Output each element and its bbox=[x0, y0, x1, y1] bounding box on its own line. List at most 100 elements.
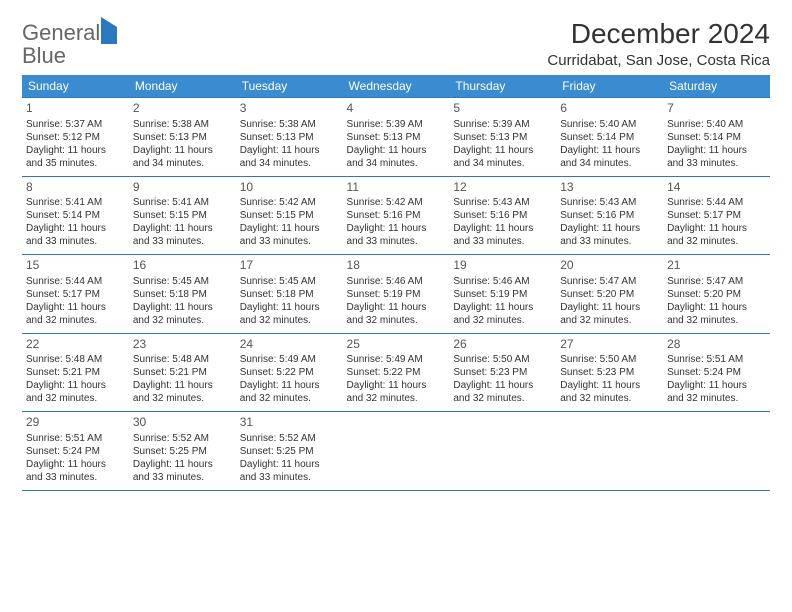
day-number: 15 bbox=[26, 258, 125, 274]
sunset-text: Sunset: 5:22 PM bbox=[347, 366, 446, 379]
day-number: 7 bbox=[667, 101, 766, 117]
daylight-text: Daylight: 11 hours bbox=[560, 301, 659, 314]
calendar-day-cell: 29Sunrise: 5:51 AMSunset: 5:24 PMDayligh… bbox=[22, 412, 129, 491]
daylight-text: and 32 minutes. bbox=[347, 314, 446, 327]
daylight-text: Daylight: 11 hours bbox=[240, 144, 339, 157]
daylight-text: Daylight: 11 hours bbox=[347, 301, 446, 314]
sunset-text: Sunset: 5:20 PM bbox=[667, 288, 766, 301]
daylight-text: Daylight: 11 hours bbox=[560, 144, 659, 157]
sunset-text: Sunset: 5:24 PM bbox=[667, 366, 766, 379]
daylight-text: and 32 minutes. bbox=[133, 392, 232, 405]
daylight-text: and 32 minutes. bbox=[26, 314, 125, 327]
calendar-empty-cell bbox=[663, 412, 770, 491]
daylight-text: and 32 minutes. bbox=[453, 314, 552, 327]
day-number: 21 bbox=[667, 258, 766, 274]
daylight-text: and 32 minutes. bbox=[667, 235, 766, 248]
location-text: Curridabat, San Jose, Costa Rica bbox=[547, 52, 770, 69]
weekday-header: Sunday bbox=[22, 75, 129, 98]
weekday-header: Friday bbox=[556, 75, 663, 98]
logo-text-block: General Blue bbox=[22, 22, 117, 68]
daylight-text: and 34 minutes. bbox=[133, 157, 232, 170]
logo: General Blue bbox=[22, 18, 117, 68]
day-number: 19 bbox=[453, 258, 552, 274]
calendar-day-cell: 16Sunrise: 5:45 AMSunset: 5:18 PMDayligh… bbox=[129, 255, 236, 334]
daylight-text: Daylight: 11 hours bbox=[133, 458, 232, 471]
sunset-text: Sunset: 5:24 PM bbox=[26, 445, 125, 458]
daylight-text: Daylight: 11 hours bbox=[26, 222, 125, 235]
daylight-text: Daylight: 11 hours bbox=[240, 379, 339, 392]
sunset-text: Sunset: 5:14 PM bbox=[667, 131, 766, 144]
calendar-week-row: 22Sunrise: 5:48 AMSunset: 5:21 PMDayligh… bbox=[22, 333, 770, 412]
sunrise-text: Sunrise: 5:43 AM bbox=[453, 196, 552, 209]
day-number: 29 bbox=[26, 415, 125, 431]
sunset-text: Sunset: 5:19 PM bbox=[347, 288, 446, 301]
sunset-text: Sunset: 5:12 PM bbox=[26, 131, 125, 144]
daylight-text: and 32 minutes. bbox=[133, 314, 232, 327]
weekday-header: Wednesday bbox=[343, 75, 450, 98]
daylight-text: Daylight: 11 hours bbox=[453, 379, 552, 392]
day-number: 4 bbox=[347, 101, 446, 117]
sunset-text: Sunset: 5:20 PM bbox=[560, 288, 659, 301]
daylight-text: Daylight: 11 hours bbox=[240, 222, 339, 235]
day-number: 31 bbox=[240, 415, 339, 431]
daylight-text: and 32 minutes. bbox=[240, 392, 339, 405]
calendar-day-cell: 19Sunrise: 5:46 AMSunset: 5:19 PMDayligh… bbox=[449, 255, 556, 334]
calendar-week-row: 1Sunrise: 5:37 AMSunset: 5:12 PMDaylight… bbox=[22, 98, 770, 177]
daylight-text: Daylight: 11 hours bbox=[26, 301, 125, 314]
sunrise-text: Sunrise: 5:43 AM bbox=[560, 196, 659, 209]
sunset-text: Sunset: 5:15 PM bbox=[133, 209, 232, 222]
daylight-text: and 32 minutes. bbox=[453, 392, 552, 405]
logo-word1: General bbox=[22, 20, 100, 45]
calendar-empty-cell bbox=[343, 412, 450, 491]
daylight-text: and 34 minutes. bbox=[240, 157, 339, 170]
day-number: 14 bbox=[667, 180, 766, 196]
daylight-text: and 32 minutes. bbox=[560, 392, 659, 405]
sunset-text: Sunset: 5:23 PM bbox=[560, 366, 659, 379]
daylight-text: and 32 minutes. bbox=[560, 314, 659, 327]
day-number: 25 bbox=[347, 337, 446, 353]
day-number: 24 bbox=[240, 337, 339, 353]
sunrise-text: Sunrise: 5:41 AM bbox=[133, 196, 232, 209]
logo-triangle-icon bbox=[101, 17, 117, 44]
sunrise-text: Sunrise: 5:42 AM bbox=[347, 196, 446, 209]
weekday-header: Thursday bbox=[449, 75, 556, 98]
calendar-day-cell: 27Sunrise: 5:50 AMSunset: 5:23 PMDayligh… bbox=[556, 333, 663, 412]
daylight-text: Daylight: 11 hours bbox=[453, 144, 552, 157]
calendar-day-cell: 12Sunrise: 5:43 AMSunset: 5:16 PMDayligh… bbox=[449, 176, 556, 255]
day-number: 27 bbox=[560, 337, 659, 353]
weekday-header: Tuesday bbox=[236, 75, 343, 98]
title-block: December 2024 Curridabat, San Jose, Cost… bbox=[547, 18, 770, 69]
daylight-text: Daylight: 11 hours bbox=[240, 301, 339, 314]
sunset-text: Sunset: 5:13 PM bbox=[347, 131, 446, 144]
calendar-week-row: 15Sunrise: 5:44 AMSunset: 5:17 PMDayligh… bbox=[22, 255, 770, 334]
daylight-text: and 35 minutes. bbox=[26, 157, 125, 170]
calendar-day-cell: 20Sunrise: 5:47 AMSunset: 5:20 PMDayligh… bbox=[556, 255, 663, 334]
daylight-text: and 33 minutes. bbox=[347, 235, 446, 248]
calendar-day-cell: 5Sunrise: 5:39 AMSunset: 5:13 PMDaylight… bbox=[449, 98, 556, 177]
sunrise-text: Sunrise: 5:44 AM bbox=[26, 275, 125, 288]
day-number: 8 bbox=[26, 180, 125, 196]
sunrise-text: Sunrise: 5:47 AM bbox=[560, 275, 659, 288]
daylight-text: and 33 minutes. bbox=[453, 235, 552, 248]
sunset-text: Sunset: 5:16 PM bbox=[347, 209, 446, 222]
calendar-day-cell: 4Sunrise: 5:39 AMSunset: 5:13 PMDaylight… bbox=[343, 98, 450, 177]
daylight-text: and 34 minutes. bbox=[560, 157, 659, 170]
sunset-text: Sunset: 5:19 PM bbox=[453, 288, 552, 301]
daylight-text: Daylight: 11 hours bbox=[667, 222, 766, 235]
sunrise-text: Sunrise: 5:44 AM bbox=[667, 196, 766, 209]
sunset-text: Sunset: 5:13 PM bbox=[240, 131, 339, 144]
calendar-empty-cell bbox=[556, 412, 663, 491]
sunrise-text: Sunrise: 5:50 AM bbox=[560, 353, 659, 366]
daylight-text: Daylight: 11 hours bbox=[667, 144, 766, 157]
daylight-text: and 32 minutes. bbox=[347, 392, 446, 405]
sunset-text: Sunset: 5:18 PM bbox=[240, 288, 339, 301]
sunrise-text: Sunrise: 5:48 AM bbox=[26, 353, 125, 366]
calendar-day-cell: 6Sunrise: 5:40 AMSunset: 5:14 PMDaylight… bbox=[556, 98, 663, 177]
calendar-day-cell: 26Sunrise: 5:50 AMSunset: 5:23 PMDayligh… bbox=[449, 333, 556, 412]
sunrise-text: Sunrise: 5:38 AM bbox=[240, 118, 339, 131]
calendar-day-cell: 10Sunrise: 5:42 AMSunset: 5:15 PMDayligh… bbox=[236, 176, 343, 255]
daylight-text: and 33 minutes. bbox=[133, 235, 232, 248]
sunset-text: Sunset: 5:16 PM bbox=[453, 209, 552, 222]
sunset-text: Sunset: 5:15 PM bbox=[240, 209, 339, 222]
daylight-text: Daylight: 11 hours bbox=[347, 379, 446, 392]
